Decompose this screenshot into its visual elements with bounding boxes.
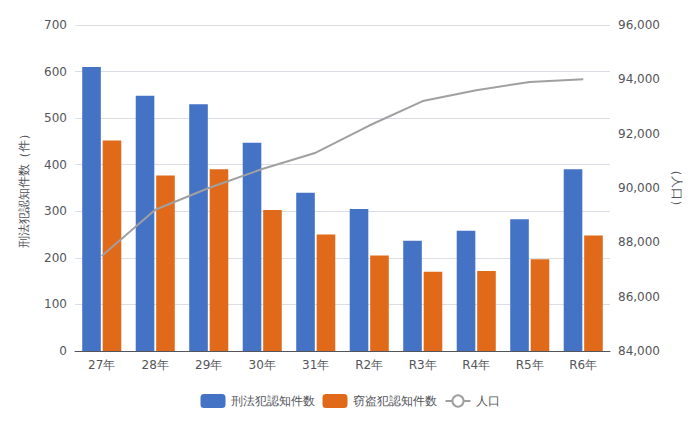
svg-text:窃盗犯認知件数: 窃盗犯認知件数 <box>353 394 437 408</box>
svg-text:人口: 人口 <box>476 394 500 408</box>
svg-text:29年: 29年 <box>195 358 222 372</box>
svg-text:R4年: R4年 <box>462 358 490 372</box>
svg-text:28年: 28年 <box>142 358 169 372</box>
svg-text:0: 0 <box>59 344 67 358</box>
svg-text:94,000: 94,000 <box>618 72 660 86</box>
svg-text:96,000: 96,000 <box>618 18 660 32</box>
svg-text:84,000: 84,000 <box>618 344 660 358</box>
svg-text:30年: 30年 <box>249 358 276 372</box>
svg-text:R3年: R3年 <box>409 358 437 372</box>
svg-text:200: 200 <box>44 251 67 265</box>
svg-text:86,000: 86,000 <box>618 290 660 304</box>
svg-text:R2年: R2年 <box>355 358 383 372</box>
svg-text:92,000: 92,000 <box>618 127 660 141</box>
svg-text:27年: 27年 <box>88 358 115 372</box>
svg-text:600: 600 <box>44 65 67 79</box>
svg-text:100: 100 <box>44 297 67 311</box>
svg-text:（人口）: （人口） <box>670 164 684 212</box>
svg-text:300: 300 <box>44 204 67 218</box>
svg-text:400: 400 <box>44 158 67 172</box>
svg-text:500: 500 <box>44 111 67 125</box>
svg-text:R6年: R6年 <box>569 358 597 372</box>
svg-text:88,000: 88,000 <box>618 235 660 249</box>
svg-text:700: 700 <box>44 18 67 32</box>
svg-text:31年: 31年 <box>302 358 329 372</box>
svg-text:刑法犯認知件数（件）: 刑法犯認知件数（件） <box>17 128 31 248</box>
svg-text:90,000: 90,000 <box>618 181 660 195</box>
svg-text:R5年: R5年 <box>516 358 544 372</box>
svg-text:刑法犯認知件数: 刑法犯認知件数 <box>231 394 315 408</box>
